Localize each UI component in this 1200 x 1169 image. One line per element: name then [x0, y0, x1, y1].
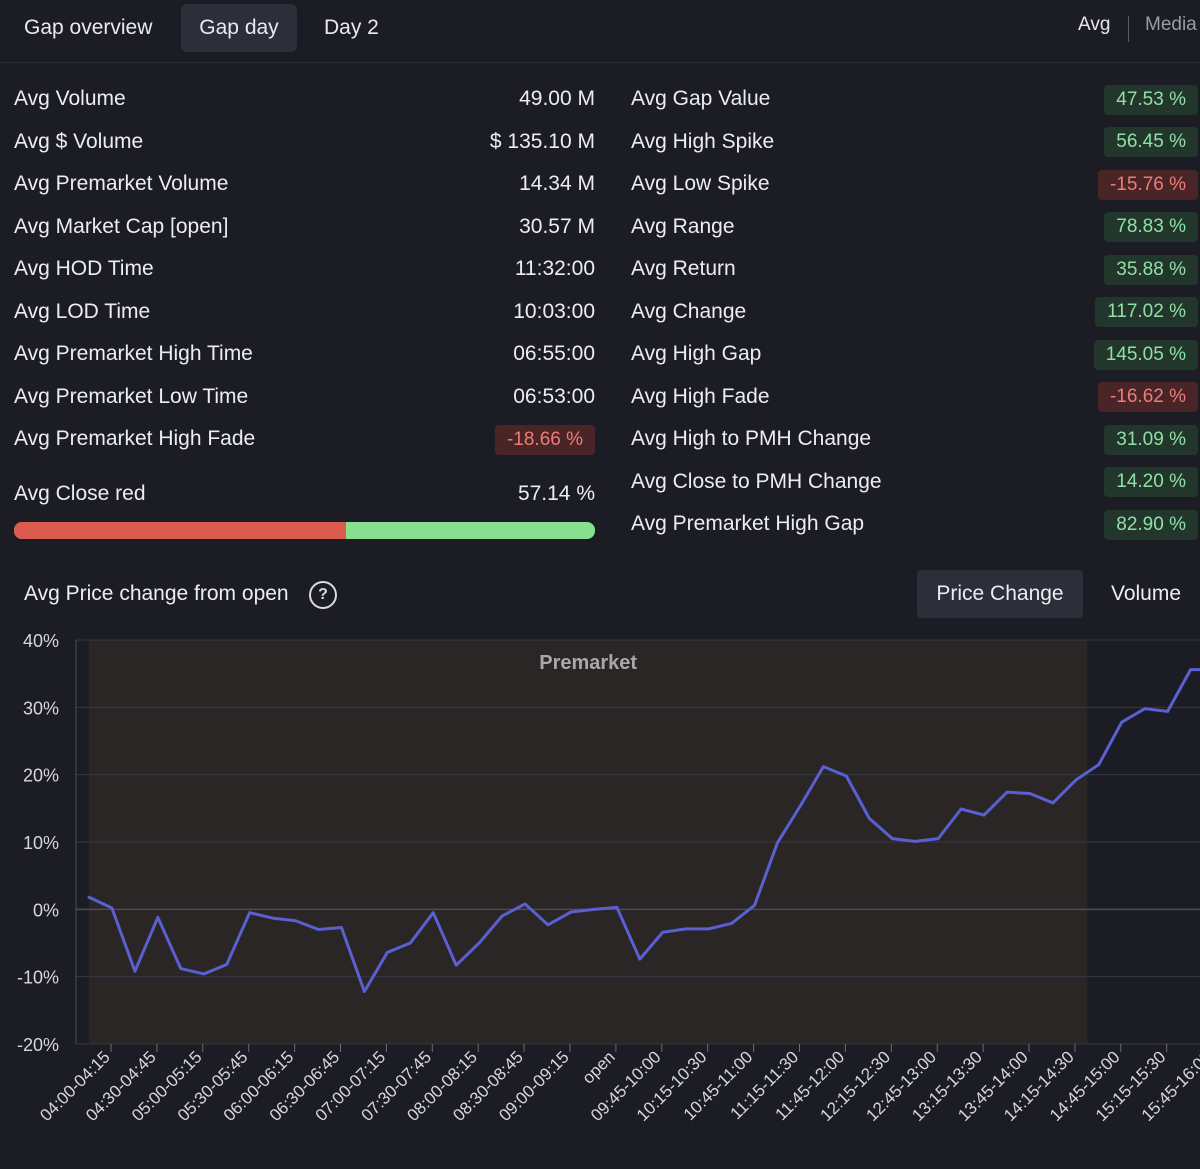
question-circle-icon[interactable]: ? [309, 581, 337, 609]
stat-value: $ 135.10 M [489, 130, 595, 153]
stat-value: 11:32:00 [514, 257, 595, 280]
stat-label: Avg High Gap [631, 342, 762, 365]
stat-label: Avg High Fade [631, 385, 770, 408]
stat-label: Avg Return [631, 257, 736, 280]
stat-label: Avg Premarket Low Time [14, 385, 249, 408]
stat-value: 30.57 M [519, 215, 595, 238]
stat-label: Avg Close to PMH Change [631, 470, 882, 493]
y-tick-label: 10% [23, 833, 59, 853]
tab-gap-overview[interactable]: Gap overview [24, 16, 153, 39]
top-tab-bar: Gap overview Gap day Day 2 Avg Media [0, 0, 1200, 63]
stat-label: Avg Gap Value [631, 87, 771, 110]
close-red-progress-bar [14, 522, 595, 539]
tab-gap-day[interactable]: Gap day [181, 4, 297, 52]
status-badge: 82.90 % [1104, 510, 1198, 540]
stat-label: Avg Premarket High Time [14, 342, 253, 365]
series-line [87, 668, 1200, 993]
chart-title: Avg Price change from open [24, 582, 289, 605]
tab-day-2[interactable]: Day 2 [324, 16, 379, 39]
y-tick-label: 40% [23, 631, 59, 651]
y-tick-label: -10% [17, 968, 59, 988]
stat-label: Avg Change [631, 300, 747, 323]
stat-label: Avg Market Cap [open] [14, 215, 229, 238]
stat-label: Avg High Spike [631, 130, 775, 153]
status-badge: 35.88 % [1104, 255, 1198, 285]
y-tick-label: 0% [33, 900, 59, 920]
stat-label: Avg Premarket Volume [14, 172, 229, 195]
stat-label: Avg HOD Time [14, 257, 154, 280]
status-badge: -18.66 % [494, 425, 595, 455]
stat-label: Avg Low Spike [631, 172, 770, 195]
stat-value: 06:55:00 [513, 342, 595, 365]
y-tick-label: 30% [23, 698, 59, 718]
stat-label: Avg Premarket High Fade [14, 427, 256, 450]
price-change-toggle[interactable]: Price Change [917, 570, 1083, 618]
x-tick-label: open [579, 1047, 619, 1087]
price-change-chart: Premarket40%30%20%10%0%-10%-20%04:00-04:… [17, 631, 1200, 1125]
stat-value: 10:03:00 [513, 300, 595, 323]
avg-toggle[interactable]: Avg [1078, 14, 1111, 35]
stat-value: 06:53:00 [513, 385, 595, 408]
close-red-value: 57.14 % [517, 482, 595, 505]
y-tick-label: 20% [23, 766, 59, 786]
status-badge: 56.45 % [1104, 127, 1198, 157]
stat-label: Avg High to PMH Change [631, 427, 872, 450]
median-toggle[interactable]: Media [1145, 14, 1197, 35]
y-tick-label: -20% [17, 1035, 59, 1055]
premarket-annotation: Premarket [539, 652, 637, 674]
status-badge: 14.20 % [1104, 467, 1198, 497]
stat-label: Avg LOD Time [14, 300, 151, 323]
stat-label: Avg Premarket High Gap [631, 512, 865, 535]
divider [1128, 16, 1129, 42]
stat-value: 49.00 M [519, 87, 595, 110]
stat-label: Avg Volume [14, 87, 126, 110]
stat-value: 14.34 M [519, 172, 595, 195]
status-badge: 47.53 % [1104, 85, 1198, 115]
close-red-fill [14, 522, 346, 539]
status-badge: -15.76 % [1097, 170, 1198, 200]
close-red-label: Avg Close red [14, 482, 146, 505]
status-badge: 117.02 % [1095, 297, 1198, 327]
status-badge: 78.83 % [1104, 212, 1198, 242]
stat-label: Avg $ Volume [14, 130, 144, 153]
status-badge: 31.09 % [1104, 425, 1198, 455]
status-badge: -16.62 % [1097, 382, 1198, 412]
volume-toggle[interactable]: Volume [1110, 582, 1182, 605]
status-badge: 145.05 % [1093, 340, 1198, 370]
stat-label: Avg Range [631, 215, 735, 238]
